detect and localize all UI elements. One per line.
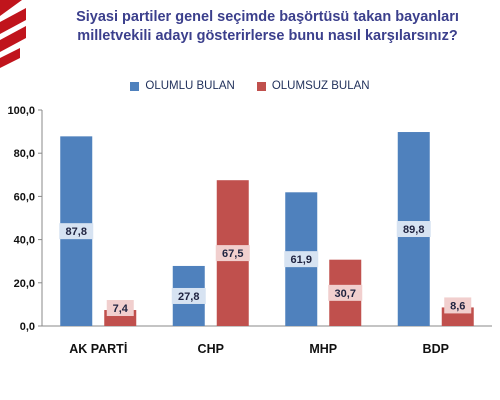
legend-item-olumsuz: OLUMSUZ BULAN — [256, 80, 370, 92]
chart-title: Siyasi partiler genel seçimde başörtüsü … — [40, 8, 495, 46]
category-label: MHP — [309, 342, 337, 356]
chart-legend: OLUMLU BULAN OLUMSUZ BULAN — [0, 80, 500, 92]
y-tick-label: 100,0 — [7, 105, 35, 117]
legend-swatch-olumlu — [130, 81, 140, 91]
chart-title-line2: milletvekili adayı gösterirlerse bunu na… — [77, 28, 458, 44]
data-label-box — [328, 284, 363, 301]
legend-label-olumlu: OLUMLU BULAN — [145, 80, 235, 92]
legend-swatch-olumsuz — [256, 81, 266, 91]
data-label-box — [215, 245, 250, 262]
legend-item-olumlu: OLUMLU BULAN — [130, 80, 235, 92]
data-label-box — [284, 251, 319, 268]
data-label: 27,8 — [178, 291, 199, 303]
data-label-box — [59, 223, 94, 240]
data-label: 8,6 — [450, 300, 465, 312]
corner-decoration — [0, 0, 26, 68]
y-tick-label: 20,0 — [14, 278, 35, 290]
data-label-box — [396, 221, 431, 238]
chart-title-line1: Siyasi partiler genel seçimde başörtüsü … — [76, 9, 459, 25]
y-tick-label: 0,0 — [20, 321, 35, 333]
y-tick-label: 40,0 — [14, 235, 35, 247]
data-label: 67,5 — [222, 248, 243, 260]
y-tick-label: 60,0 — [14, 191, 35, 203]
legend-label-olumsuz: OLUMSUZ BULAN — [271, 80, 370, 92]
data-label: 7,4 — [113, 303, 129, 315]
category-label: CHP — [198, 342, 224, 356]
category-label: BDP — [423, 342, 449, 356]
data-label-box — [171, 287, 206, 304]
data-label: 61,9 — [291, 254, 312, 266]
data-label-box — [106, 300, 134, 317]
data-label-box — [444, 297, 472, 314]
data-label: 30,7 — [335, 288, 356, 300]
data-label: 87,8 — [66, 226, 87, 238]
y-tick-label: 80,0 — [14, 148, 35, 160]
data-label: 89,8 — [403, 224, 424, 236]
category-label: AK PARTİ — [69, 341, 127, 356]
